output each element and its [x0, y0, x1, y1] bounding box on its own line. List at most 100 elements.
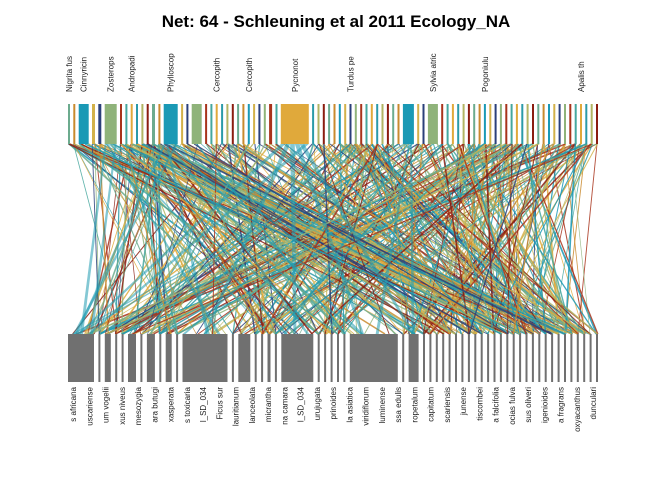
higher-level-box: [473, 104, 476, 144]
interaction-link: [241, 143, 528, 335]
higher-level-box: [478, 104, 481, 144]
higher-level-box: [494, 104, 497, 144]
lower-species-label: scariensis: [443, 387, 452, 423]
lower-level-box: [281, 334, 314, 382]
interaction-link: [261, 143, 373, 335]
interaction-band: [110, 144, 363, 334]
higher-level-box: [397, 104, 400, 144]
higher-level-box: [505, 104, 508, 144]
lower-level-box: [589, 334, 592, 382]
higher-level-box: [417, 104, 420, 144]
lower-level-box: [408, 334, 419, 382]
higher-level-box: [402, 104, 414, 144]
interaction-link: [73, 143, 124, 335]
higher-level-box: [78, 104, 89, 144]
higher-level-box: [258, 104, 261, 144]
higher-level-box: [146, 104, 149, 144]
interaction-links: [68, 143, 599, 335]
higher-level-box: [191, 104, 202, 144]
lower-level-box: [165, 334, 172, 382]
interaction-link: [371, 143, 425, 335]
interaction-link: [478, 143, 547, 335]
higher-species-label: Phylloscop: [167, 53, 176, 92]
higher-level-box: [344, 104, 347, 144]
interaction-band: [71, 144, 405, 334]
higher-level-box: [98, 104, 102, 144]
interaction-link: [211, 143, 217, 335]
lower-level-box: [525, 334, 528, 382]
interaction-link: [506, 143, 513, 335]
lower-species-label: s toxicaria: [183, 386, 192, 423]
interaction-link: [141, 143, 313, 335]
interaction-link: [124, 143, 179, 335]
lower-level-box: [140, 334, 143, 382]
lower-species-label: capitatum: [427, 387, 436, 422]
interaction-band: [75, 144, 167, 334]
higher-level-box: [333, 104, 336, 144]
higher-level-box: [275, 104, 278, 144]
higher-level-box: [125, 104, 128, 144]
lower-level-box: [238, 334, 251, 382]
higher-species-label: Nigrita fus: [65, 56, 74, 92]
higher-level-box: [564, 104, 566, 144]
lower-species-label: ocias fulva: [508, 386, 517, 424]
lower-level-box: [531, 334, 534, 382]
lower-level-box: [596, 334, 598, 382]
lower-level-box: [564, 334, 566, 382]
higher-level-box: [210, 104, 213, 144]
higher-level-box: [73, 104, 76, 144]
higher-level-box: [526, 104, 529, 144]
lower-level-box: [159, 334, 162, 382]
interaction-link: [131, 143, 593, 335]
lower-level-box: [317, 334, 320, 382]
lower-level-box: [570, 334, 573, 382]
lower-level-box: [544, 334, 547, 382]
lower-level-box: [261, 334, 264, 382]
interaction-link: [158, 143, 346, 335]
lower-level-box: [442, 334, 445, 382]
interaction-link: [423, 143, 464, 335]
lower-level-box: [337, 334, 339, 382]
interaction-link: [441, 143, 471, 335]
higher-level-box: [558, 104, 561, 144]
interaction-link: [413, 143, 534, 335]
lower-species-label: igenioides: [540, 387, 549, 423]
higher-level-box: [136, 104, 138, 144]
lower-level-box: [330, 334, 333, 382]
higher-level-box: [446, 104, 449, 144]
lower-level-box: [487, 334, 490, 382]
interaction-link: [468, 143, 528, 335]
lower-species-label: um vogelii: [102, 387, 111, 423]
higher-level-box: [467, 104, 470, 144]
higher-level-box: [376, 104, 379, 144]
higher-level-box: [205, 104, 208, 144]
interaction-link: [120, 143, 565, 335]
higher-level-box: [269, 104, 273, 144]
lower-species-label: dunculari: [589, 387, 598, 420]
lower-species-label: na camara: [280, 386, 289, 424]
lower-species-label: mesozygia: [134, 386, 143, 425]
higher-level-box: [483, 104, 486, 144]
interaction-band: [182, 144, 407, 334]
lower-level-box: [538, 334, 541, 382]
interaction-link: [159, 143, 363, 335]
higher-species-label: Cinnyricin: [80, 57, 89, 92]
interaction-link: [366, 143, 416, 335]
higher-level-box: [120, 104, 122, 144]
lower-species-label: a fragrans: [557, 387, 566, 423]
higher-level-box: [104, 104, 117, 144]
interaction-link: [160, 143, 249, 335]
interaction-link: [147, 143, 450, 335]
interaction-link: [410, 143, 480, 335]
interaction-link: [512, 143, 544, 335]
lower-level-box: [557, 334, 560, 382]
higher-level-box: [596, 104, 598, 144]
lower-species-label: l_SD_034: [199, 386, 208, 422]
higher-species-label: Zosterops: [107, 56, 116, 92]
interaction-link: [487, 143, 588, 335]
higher-level-box: [322, 104, 325, 144]
interaction-link: [125, 143, 172, 335]
lower-species-label: ara butugi: [150, 387, 159, 423]
lower-species-label: la asiatica: [345, 386, 354, 422]
